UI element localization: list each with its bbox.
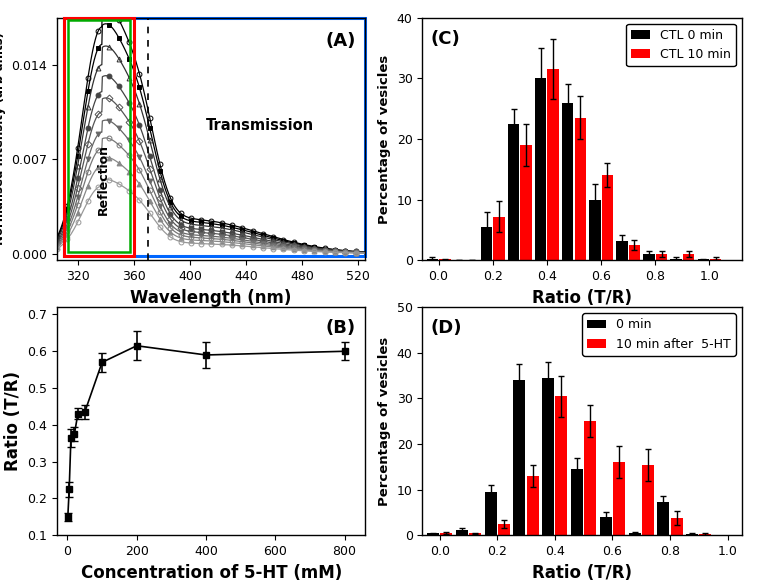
Bar — [643, 254, 654, 260]
Bar — [683, 254, 694, 260]
Bar — [629, 533, 641, 535]
Bar — [481, 227, 492, 260]
Bar — [547, 69, 559, 260]
Bar — [686, 534, 698, 535]
Bar — [521, 145, 532, 260]
Bar — [427, 534, 439, 535]
Bar — [699, 534, 712, 535]
Bar — [514, 380, 525, 535]
Bar — [698, 259, 709, 260]
Text: (D): (D) — [431, 318, 462, 336]
Bar — [629, 245, 640, 260]
Bar — [440, 533, 452, 535]
Bar — [670, 518, 683, 535]
Text: (B): (B) — [325, 318, 355, 336]
Bar — [498, 524, 510, 535]
Bar — [658, 503, 670, 535]
Text: (A): (A) — [325, 32, 355, 50]
Bar — [670, 259, 682, 260]
Bar — [575, 118, 586, 260]
Bar — [542, 378, 554, 535]
Legend: 0 min, 10 min after  5-HT: 0 min, 10 min after 5-HT — [582, 314, 736, 356]
Bar — [571, 469, 583, 535]
X-axis label: Concentration of 5-HT (mM): Concentration of 5-HT (mM) — [81, 563, 342, 581]
Y-axis label: Percentage of vesicles: Percentage of vesicles — [378, 54, 391, 223]
Bar — [556, 396, 568, 535]
Bar — [439, 259, 451, 260]
Bar — [589, 199, 600, 260]
Y-axis label: Ratio (T/R): Ratio (T/R) — [4, 371, 22, 471]
Bar — [616, 241, 628, 260]
Bar — [710, 259, 721, 260]
Text: (C): (C) — [431, 30, 460, 48]
Bar — [584, 421, 597, 535]
Bar — [469, 534, 481, 535]
Y-axis label: Percentage of vesicles: Percentage of vesicles — [378, 336, 391, 506]
Bar — [456, 530, 468, 535]
Legend: CTL 0 min, CTL 10 min: CTL 0 min, CTL 10 min — [626, 24, 736, 66]
Y-axis label: Normalised Intensity (arb units): Normalised Intensity (arb units) — [0, 32, 6, 246]
Bar — [535, 78, 546, 260]
Bar — [613, 462, 625, 535]
Bar — [508, 124, 519, 260]
Bar — [485, 492, 497, 535]
Bar — [602, 176, 613, 260]
X-axis label: Ratio (T/R): Ratio (T/R) — [532, 288, 632, 307]
Bar — [642, 464, 654, 535]
Bar — [427, 259, 438, 260]
Text: Reflection: Reflection — [97, 144, 110, 215]
X-axis label: Wavelength (nm): Wavelength (nm) — [130, 288, 292, 307]
Bar — [68, 20, 130, 252]
Text: Transmission: Transmission — [206, 118, 314, 133]
Bar — [600, 517, 612, 535]
Bar — [562, 102, 574, 260]
Bar — [64, 18, 134, 256]
X-axis label: Ratio (T/R): Ratio (T/R) — [532, 563, 632, 581]
Bar — [656, 254, 667, 260]
Bar — [527, 476, 539, 535]
Bar — [493, 216, 505, 260]
